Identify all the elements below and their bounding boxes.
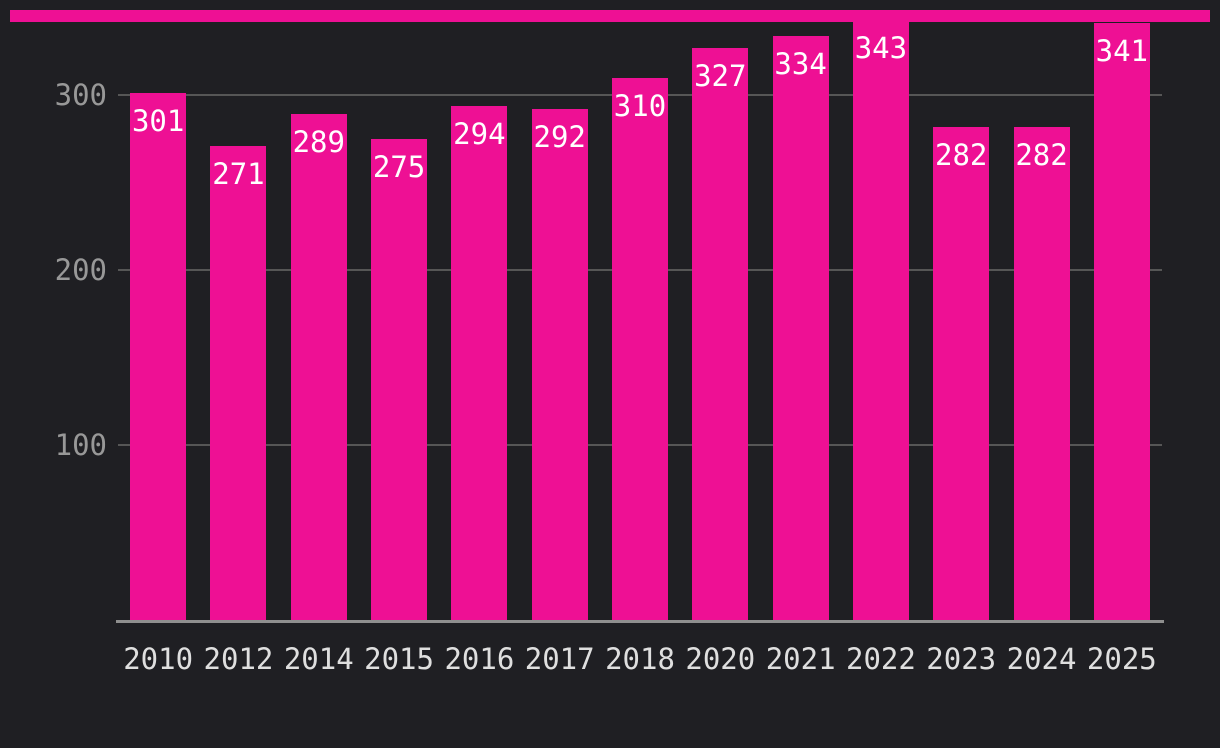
x-tick-label: 2018 (605, 642, 675, 676)
y-tick-label: 300 (54, 78, 107, 112)
x-tick-label: 2016 (444, 642, 515, 676)
bar-value-label: 282 (935, 137, 988, 172)
bar-2012: 271 (210, 145, 267, 620)
bar-2016: 294 (451, 105, 508, 620)
bar-2018: 310 (612, 77, 668, 620)
x-tick-label: 2024 (1006, 642, 1077, 676)
bar-value-label: 301 (131, 104, 185, 139)
bar-2022: 343 (852, 19, 909, 620)
plot-area: 301 271 289 275 294 292 310 327 334 343 282 282 341 (118, 0, 1162, 620)
bar-2015: 275 (371, 138, 428, 620)
bar-value-label: 294 (453, 116, 506, 151)
x-tick-label: 2017 (524, 642, 595, 676)
bar-2010: 301 (130, 93, 187, 620)
x-tick-label: 2010 (123, 642, 194, 676)
x-tick-label: 2015 (364, 642, 434, 676)
y-tick-label: 200 (54, 253, 107, 287)
x-tick-label: 2025 (1086, 642, 1157, 676)
bar-value-label: 310 (613, 88, 667, 123)
x-tick-label: 2012 (203, 642, 274, 676)
bar-2020: 327 (692, 47, 749, 620)
bar-2017: 292 (531, 109, 588, 620)
bar-value-label: 343 (854, 30, 908, 65)
x-tick-label: 2022 (846, 642, 916, 676)
bar-value-label: 289 (292, 125, 345, 160)
bar-value-label: 334 (774, 46, 827, 81)
bar-value-label: 292 (533, 120, 586, 154)
y-tick-label: 100 (54, 428, 107, 462)
x-tick-label: 2020 (685, 642, 756, 676)
bar-value-label: 327 (694, 58, 747, 93)
bar-2025: 341 (1093, 23, 1150, 620)
bar-value-label: 271 (212, 156, 265, 191)
bar-value-label: 282 (1015, 137, 1068, 172)
bar-value-label: 341 (1095, 34, 1149, 69)
x-tick-label: 2021 (765, 642, 836, 676)
bar-2023: 282 (933, 126, 990, 620)
x-tick-label: 2014 (283, 642, 354, 676)
bar-2021: 334 (772, 35, 829, 620)
bar-2014: 289 (290, 114, 347, 620)
bar-value-label: 275 (372, 149, 426, 184)
top-accent-bar (10, 10, 1210, 22)
bar-2024: 282 (1013, 126, 1070, 620)
x-tick-label: 2023 (926, 642, 997, 676)
x-axis-line (116, 620, 1164, 623)
